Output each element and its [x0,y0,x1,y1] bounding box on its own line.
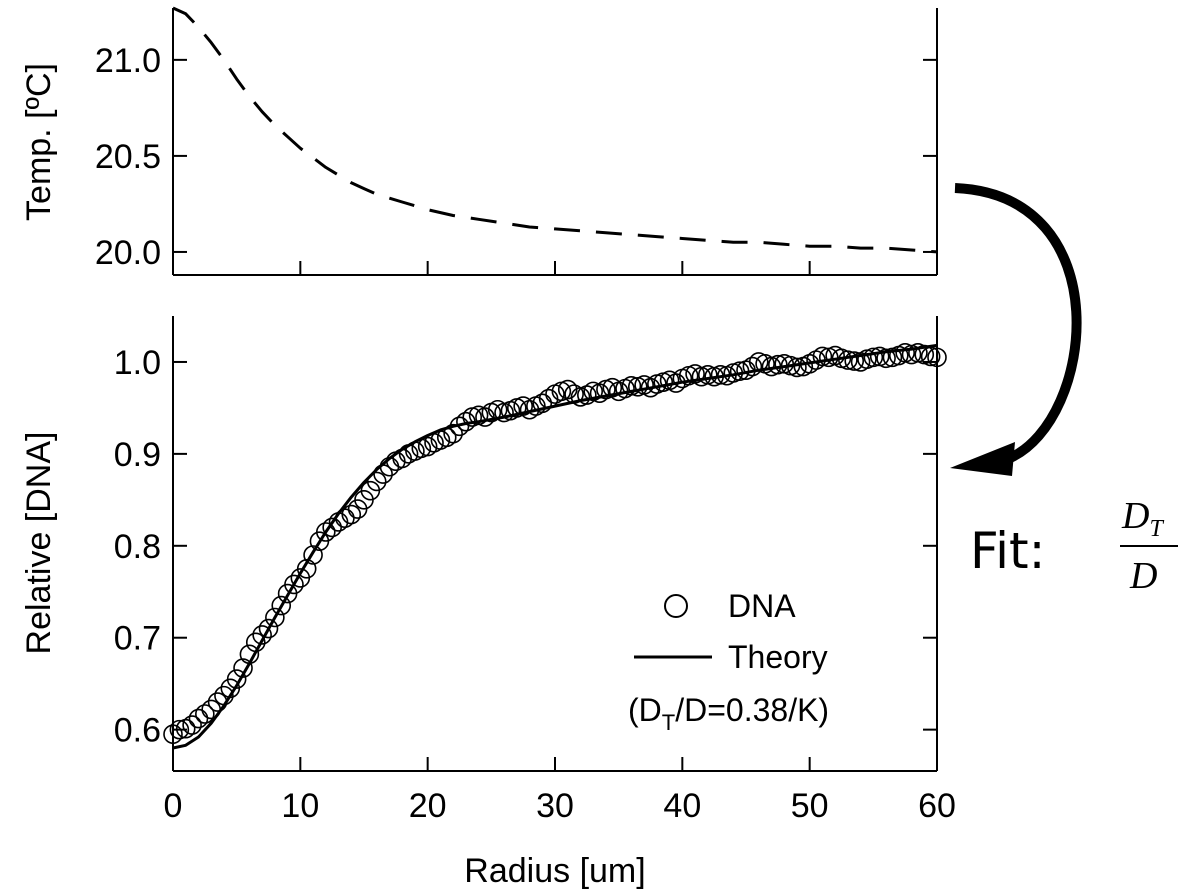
dna-data-point [322,517,342,538]
dna-x-tick-label: 30 [536,787,574,825]
dna-data-point [812,346,833,367]
legend-dna-label: DNA [728,588,796,624]
dna-data-point [876,348,896,369]
dna-data-point [366,471,387,492]
dna-data-point [621,376,642,396]
dna-y-tick-label: 0.7 [114,620,161,658]
dna-data-point [182,715,202,735]
temperature-x-ticks [172,261,938,275]
fit-arrow [950,183,1082,476]
dna-x-tick-label: 40 [663,787,701,825]
temperature-y-tick-label: 20.5 [95,138,161,176]
legend-note: (DT/D=0.38/K) [628,692,829,735]
temperature-y-axis-title: Temp. [ºC] [20,63,58,221]
dna-y-ticks: 0.6 0.7 0.8 0.9 1.0 [114,344,937,750]
dna-data-point [271,595,292,616]
dna-y-tick-label: 0.8 [114,528,161,566]
legend-dna-marker [664,594,688,618]
fit-arrow-curve [954,183,1082,463]
dna-x-ticks: 0 10 20 30 40 50 60 [164,757,956,825]
dna-data-point [284,574,304,595]
dna-data-point [532,393,553,414]
dna-data-point [927,347,947,368]
dna-data-point [188,708,209,729]
fit-label: Fit: [970,522,1045,580]
dna-data-point [742,356,763,377]
dna-panel: 0.6 0.7 0.8 0.9 1.0 0 10 20 30 40 50 60 Relative [… [20,316,956,890]
temperature-plot-area [172,6,938,276]
dna-theory-line [172,343,938,750]
x-axis-title: Radius [um] [464,852,645,890]
temperature-y-ticks: 20.0 20.5 21.0 [95,42,937,272]
temperature-y-tick-label: 20.0 [95,234,161,272]
dna-data-point [169,719,190,740]
dna-x-tick-label: 10 [281,787,319,825]
dna-x-tick-label: 0 [164,787,183,825]
dna-data-point [258,618,279,639]
dna-data-point [315,522,336,542]
dna-y-tick-label: 1.0 [114,344,161,382]
dna-data-point [303,545,323,565]
dna-data-point [163,724,183,745]
dna-data-point [443,423,463,444]
dna-data-point [265,607,285,628]
dna-x-tick-label: 60 [918,787,956,825]
legend: DNA Theory (DT/D=0.38/K) [628,588,829,735]
temperature-y-tick-label: 21.0 [95,42,161,80]
dna-data-point [647,374,667,394]
fraction-denominator: D [1129,555,1157,597]
temperature-panel: 20.0 20.5 21.0 Temp. [ºC] [20,6,938,276]
dna-y-tick-label: 0.6 [114,712,161,750]
dna-data-point [844,351,865,371]
dna-x-tick-label: 50 [791,787,829,825]
dna-data-point [341,504,362,525]
dna-x-tick-label: 20 [409,787,447,825]
temperature-temperature-line [172,6,938,254]
dna-data-point [195,704,215,724]
fit-annotation: Fit: DT D [970,495,1178,597]
dna-data-point [863,347,884,368]
legend-theory-label: Theory [728,639,828,675]
dna-y-axis-title: Relative [DNA] [20,432,58,655]
dna-y-tick-label: 0.9 [114,436,161,474]
fraction-numerator: DT [1121,495,1164,542]
dna-data-point [296,558,317,579]
fit-arrow-head [950,442,1015,476]
dna-data-point [252,625,272,645]
